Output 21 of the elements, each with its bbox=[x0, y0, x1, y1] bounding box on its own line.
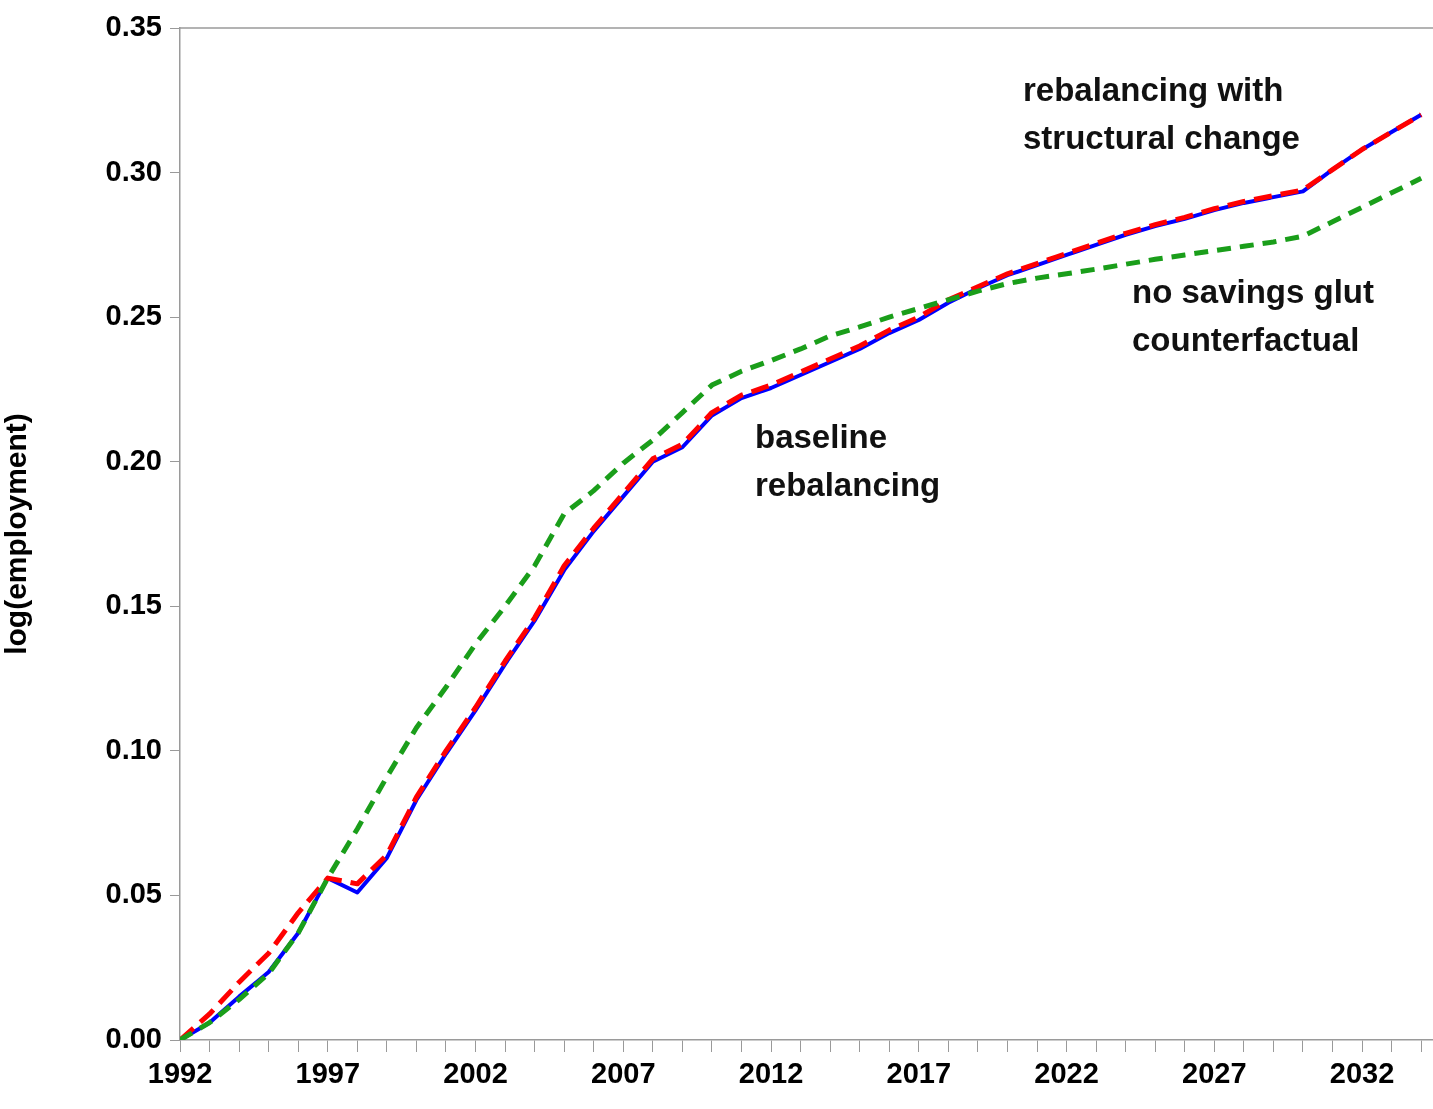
y-tick-label: 0.05 bbox=[105, 877, 162, 910]
y-tick-label: 0.10 bbox=[105, 732, 162, 765]
series-label: no savings glut counterfactual bbox=[1132, 272, 1375, 360]
x-tick-label: 1992 bbox=[147, 1057, 213, 1090]
y-tick-label: 0.15 bbox=[105, 588, 162, 621]
x-tick-label: 2017 bbox=[886, 1057, 952, 1090]
y-tick-label: 0.00 bbox=[105, 1022, 162, 1054]
y-axis-title: log(employment) bbox=[0, 413, 33, 655]
x-tick-label: 2032 bbox=[1329, 1057, 1395, 1090]
series-label: baseline rebalancing bbox=[755, 417, 941, 505]
y-tick-label: 0.25 bbox=[105, 299, 162, 332]
x-tick-label: 2027 bbox=[1182, 1057, 1247, 1090]
y-tick-label: 0.20 bbox=[105, 443, 162, 476]
y-tick-label: 0.35 bbox=[105, 10, 162, 42]
x-tick-label: 2002 bbox=[443, 1057, 508, 1090]
x-tick-label: 1997 bbox=[295, 1057, 361, 1090]
series-label: rebalancing with structural change bbox=[1023, 70, 1300, 158]
y-tick-label: 0.30 bbox=[105, 154, 162, 187]
x-tick-label: 2007 bbox=[591, 1057, 656, 1090]
x-tick-label: 2012 bbox=[738, 1057, 804, 1090]
x-tick-label: 2022 bbox=[1034, 1057, 1099, 1090]
